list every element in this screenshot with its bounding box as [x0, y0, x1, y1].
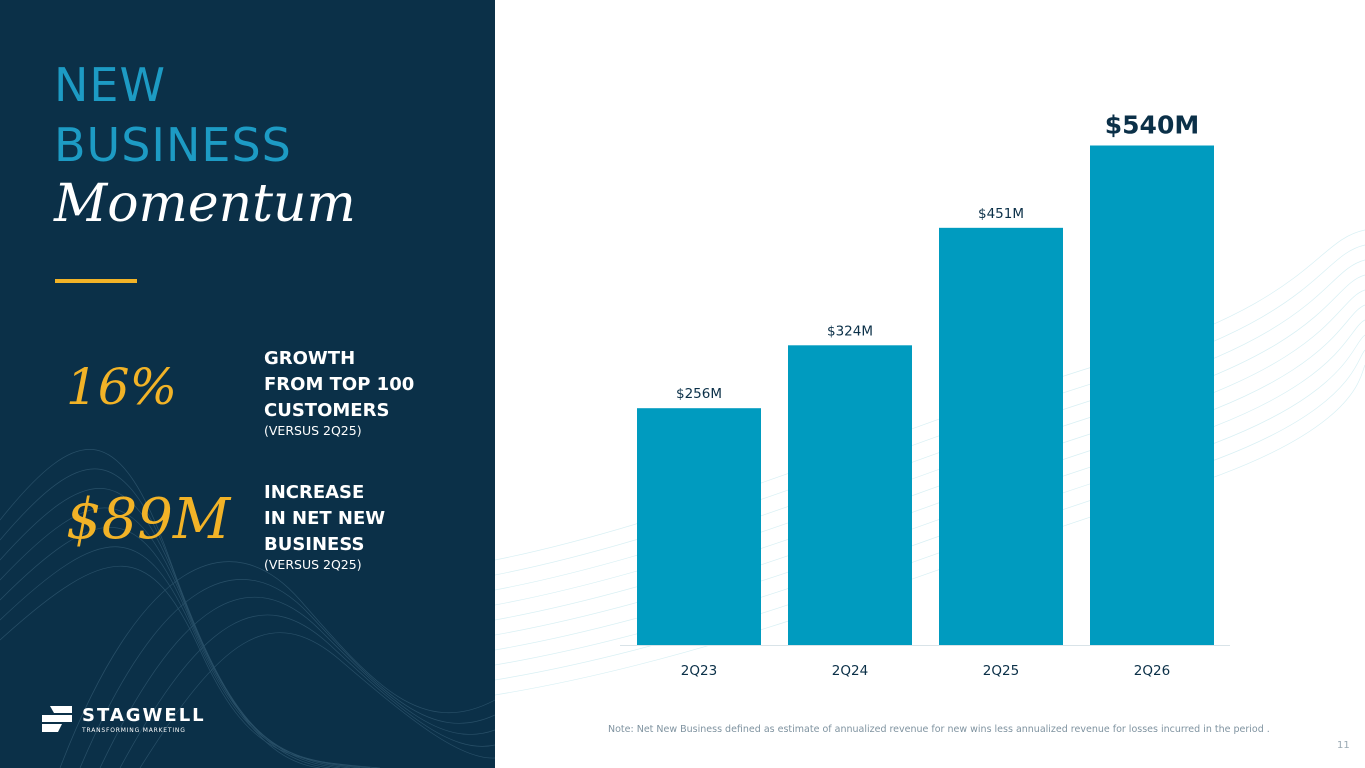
left-panel: NEW BUSINESS Momentum 16% GROWTH FROM TO…	[0, 0, 495, 768]
stat-sublabel: (VERSUS 2Q25)	[264, 557, 362, 572]
stat-value-growth: 16%	[66, 358, 178, 416]
bar-chart: $256M 2Q23 $324M 2Q24 $451M 2Q25 $540M 2Q26	[620, 111, 1230, 679]
stat-sublabel: (VERSUS 2Q25)	[264, 423, 362, 438]
title-line-1: NEW	[54, 58, 166, 112]
data-label-2Q23: $256M	[676, 386, 722, 402]
bar-2Q26	[1090, 145, 1214, 645]
stat-label-line: INCREASE	[264, 482, 365, 503]
stat-label-line: FROM TOP 100	[264, 374, 415, 395]
page-number: 11	[1337, 740, 1350, 751]
accent-rule	[55, 279, 137, 283]
stat-label-line: BUSINESS	[264, 534, 365, 555]
x-tick-label-2Q26: 2Q26	[1134, 663, 1170, 679]
stat-label-line: GROWTH	[264, 348, 356, 369]
stat-label-line: IN NET NEW	[264, 508, 386, 529]
stagwell-logo-mark-icon	[42, 706, 72, 732]
x-tick-label-2Q25: 2Q25	[983, 663, 1019, 679]
stat-value-increase: $89M	[66, 487, 231, 552]
data-label-2Q25: $451M	[978, 206, 1024, 222]
logo-tagline: TRANSFORMING MARKETING	[82, 727, 186, 734]
decorative-wave-lines	[0, 449, 495, 768]
stat-label-growth: GROWTH FROM TOP 100 CUSTOMERS (VERSUS 2Q…	[264, 346, 414, 440]
bar-2Q24	[788, 345, 912, 645]
stat-label-increase: INCREASE IN NET NEW BUSINESS (VERSUS 2Q2…	[264, 480, 385, 574]
logo-wordmark: STAGWELL	[82, 705, 206, 726]
stat-label-line: CUSTOMERS	[264, 400, 390, 421]
x-tick-label-2Q23: 2Q23	[681, 663, 717, 679]
data-label-2Q26: $540M	[1105, 111, 1199, 140]
x-tick-label-2Q24: 2Q24	[832, 663, 868, 679]
title-script: Momentum	[54, 174, 356, 234]
footnote: Note: Net New Business defined as estima…	[608, 724, 1270, 735]
bar-2Q25	[939, 227, 1063, 645]
bar-2Q23	[637, 408, 761, 645]
stagwell-logo: STAGWELL TRANSFORMING MARKETING	[40, 704, 220, 736]
title-line-2: BUSINESS	[54, 118, 292, 172]
data-label-2Q24: $324M	[827, 323, 873, 339]
